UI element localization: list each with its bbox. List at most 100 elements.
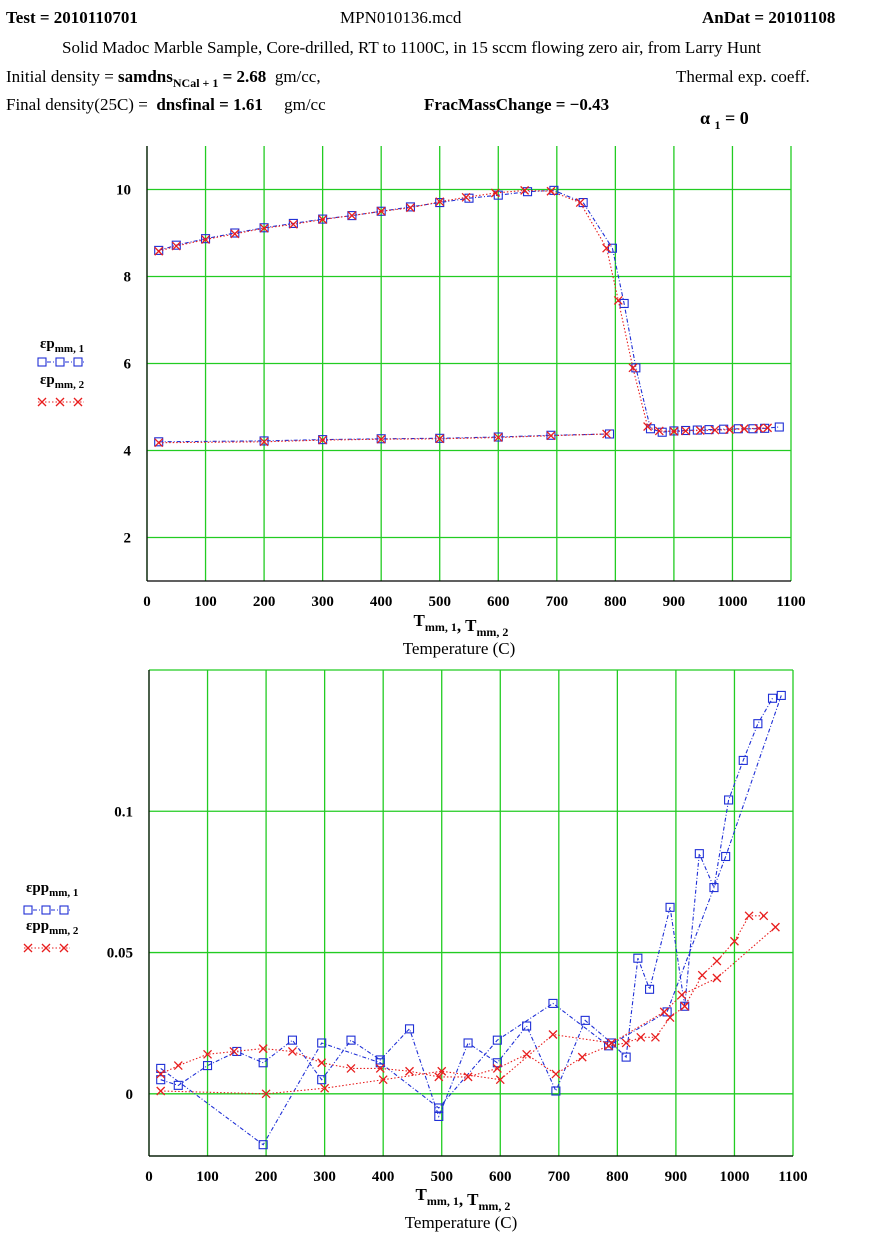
final-density-unit: gm/cc	[284, 95, 326, 114]
data-point	[287, 1035, 297, 1045]
data-point	[156, 1086, 166, 1096]
x-axis-label-part: , T	[457, 616, 477, 635]
x-tick-label: 300	[311, 594, 334, 610]
data-point	[754, 423, 764, 433]
data-point	[258, 1140, 268, 1150]
x-axis-label: Tmm, 1, Tmm, 2	[414, 611, 509, 639]
x-axis-label-sub: mm, 2	[478, 1199, 510, 1213]
data-point	[694, 849, 704, 859]
data-point	[317, 1075, 327, 1085]
initial-density-sub: NCal + 1	[172, 76, 219, 90]
data-point	[665, 902, 675, 912]
data-point	[739, 424, 749, 434]
andat-label: AnDat = 20101108	[702, 8, 836, 27]
data-point	[493, 432, 503, 442]
sample-description: Solid Madoc Marble Sample, Core-drilled,…	[62, 38, 761, 57]
data-point	[259, 223, 269, 233]
series-line	[158, 189, 768, 432]
data-point	[202, 1061, 213, 1071]
x-tick-label: 800	[606, 1169, 629, 1185]
data-point	[258, 1058, 268, 1068]
data-point	[697, 970, 707, 980]
data-point	[643, 422, 653, 432]
data-point	[435, 198, 445, 208]
file-name: MPN010136.mcd	[340, 8, 462, 27]
x-axis-label-temperature: Temperature (C)	[403, 639, 516, 658]
data-point	[695, 426, 705, 435]
alpha-value: = 0	[725, 108, 749, 128]
data-point	[376, 434, 386, 444]
data-point	[229, 1046, 239, 1056]
data-point	[725, 425, 734, 435]
data-point	[681, 426, 691, 436]
x-tick-label: 900	[663, 594, 686, 610]
data-point	[434, 1103, 444, 1113]
thermal-exp-label: Thermal exp. coeff.	[676, 67, 810, 86]
data-point	[669, 426, 679, 436]
x-tick-label: 0	[145, 1169, 153, 1185]
data-point	[437, 1066, 447, 1076]
x-axis-label-part: T	[416, 1185, 428, 1204]
final-density: Final density(25C) = dnsfinal = 1.61 gm/…	[6, 95, 326, 115]
data-point	[156, 1075, 166, 1085]
data-point	[522, 1021, 532, 1031]
x-tick-label: 400	[370, 594, 393, 610]
x-axis-label-part: , T	[459, 1190, 479, 1209]
data-point	[577, 1052, 587, 1062]
data-point	[753, 719, 763, 729]
x-tick-label: 600	[487, 594, 510, 610]
data-point	[680, 1001, 690, 1011]
alpha-sub: 1	[714, 118, 721, 132]
test-label: Test = 2010110701	[6, 8, 138, 27]
data-point	[317, 1038, 327, 1048]
data-point	[318, 214, 328, 224]
initial-density-var: samdns	[118, 67, 173, 86]
x-axis-label-part: T	[414, 611, 426, 630]
y-tick-label: 6	[124, 357, 132, 373]
series-2	[156, 911, 780, 1099]
initial-density: Initial density = samdnsNCal + 1 = 2.68 …	[6, 67, 321, 91]
y-tick-label: 10	[116, 183, 131, 199]
data-point	[376, 206, 386, 216]
data-point	[378, 1075, 388, 1085]
data-point	[619, 298, 629, 309]
data-point	[604, 429, 615, 439]
x-tick-label: 700	[546, 594, 569, 610]
series-line	[160, 695, 782, 1146]
data-point	[405, 1066, 414, 1076]
data-point	[347, 211, 357, 221]
data-point	[375, 1063, 385, 1073]
data-point	[434, 1072, 444, 1082]
data-point	[201, 235, 211, 244]
data-point	[606, 1038, 617, 1048]
data-point	[435, 434, 445, 444]
x-tick-label: 200	[255, 1169, 278, 1185]
data-point	[602, 243, 612, 253]
data-point	[230, 229, 240, 239]
x-tick-label: 900	[665, 1169, 688, 1185]
data-point	[744, 911, 754, 921]
x-axis-label-temperature: Temperature (C)	[405, 1213, 518, 1232]
x-tick-label: 1000	[717, 594, 747, 610]
legend-label: εppmm, 2	[26, 918, 79, 937]
data-point	[232, 1046, 242, 1057]
data-point	[774, 422, 784, 432]
data-point	[259, 436, 269, 446]
legend-swatch	[37, 397, 84, 407]
data-point	[763, 423, 773, 433]
data-point	[492, 1058, 502, 1068]
legend-swatch	[23, 943, 70, 953]
data-point	[405, 203, 415, 213]
x-tick-label: 200	[253, 594, 276, 610]
legend-label: εppmm, 1	[26, 880, 78, 899]
data-point	[156, 1069, 166, 1079]
x-tick-label: 600	[489, 1169, 512, 1185]
data-point	[522, 1049, 532, 1059]
data-point	[776, 690, 786, 700]
data-point	[435, 197, 445, 207]
alpha-var: α	[700, 108, 711, 128]
data-point	[318, 215, 328, 224]
data-point	[200, 234, 211, 244]
data-point	[607, 1038, 616, 1048]
